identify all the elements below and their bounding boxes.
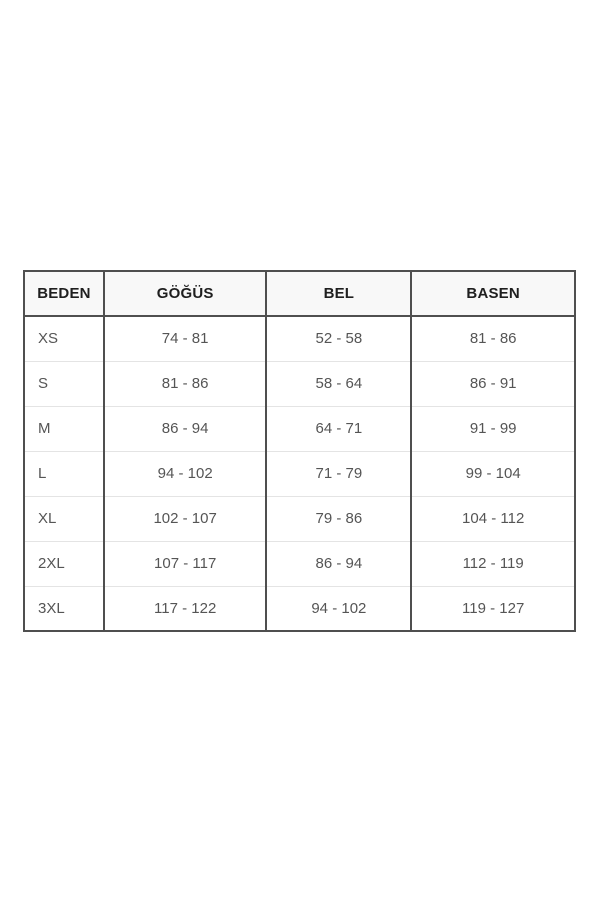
cell-waist: 71 - 79 (265, 450, 412, 496)
cell-waist: 64 - 71 (265, 405, 412, 451)
cell-hips: 112 - 119 (410, 540, 575, 586)
cell-chest: 107 - 117 (102, 540, 267, 586)
cell-hips: 104 - 112 (410, 495, 575, 541)
cell-hips: 81 - 86 (410, 316, 575, 361)
cell-size: 3XL (24, 585, 104, 631)
size-chart-body: XS 74 - 81 52 - 58 81 - 86 S 81 - 86 58 … (24, 316, 575, 631)
cell-chest: 74 - 81 (102, 316, 267, 361)
cell-hips: 86 - 91 (410, 360, 575, 406)
cell-hips: 99 - 104 (410, 450, 575, 496)
column-header-basen: BASEN (410, 271, 575, 317)
cell-waist: 58 - 64 (265, 360, 412, 406)
cell-size: L (24, 450, 104, 496)
size-chart-wrapper: BEDEN GÖĞÜS BEL BASEN XS 74 - 81 52 - 58… (23, 270, 576, 632)
cell-chest: 86 - 94 (102, 405, 267, 451)
column-header-bel: BEL (265, 271, 412, 317)
table-row-xs: XS 74 - 81 52 - 58 81 - 86 (24, 316, 575, 361)
cell-hips: 119 - 127 (410, 585, 575, 631)
header-row: BEDEN GÖĞÜS BEL BASEN (24, 271, 575, 317)
table-row-2xl: 2XL 107 - 117 86 - 94 112 - 119 (24, 540, 575, 586)
cell-waist: 86 - 94 (265, 540, 412, 586)
cell-hips: 91 - 99 (410, 405, 575, 451)
cell-size: XL (24, 495, 104, 541)
cell-waist: 52 - 58 (265, 316, 412, 361)
column-header-gogus: GÖĞÜS (102, 271, 267, 317)
table-row-s: S 81 - 86 58 - 64 86 - 91 (24, 360, 575, 406)
cell-chest: 117 - 122 (102, 585, 267, 631)
column-header-beden: BEDEN (24, 271, 104, 317)
cell-chest: 94 - 102 (102, 450, 267, 496)
cell-size: S (24, 360, 104, 406)
cell-waist: 79 - 86 (265, 495, 412, 541)
cell-waist: 94 - 102 (265, 585, 412, 631)
table-row-3xl: 3XL 117 - 122 94 - 102 119 - 127 (24, 585, 575, 631)
table-row-l: L 94 - 102 71 - 79 99 - 104 (24, 450, 575, 496)
cell-size: 2XL (24, 540, 104, 586)
cell-size: XS (38, 330, 59, 348)
cell-chest: 81 - 86 (102, 360, 267, 406)
cell-chest: 102 - 107 (102, 495, 267, 541)
table-row-xl: XL 102 - 107 79 - 86 104 - 112 (24, 495, 575, 541)
table-row-m: M 86 - 94 64 - 71 91 - 99 (24, 405, 575, 451)
size-chart-table: BEDEN GÖĞÜS BEL BASEN XS 74 - 81 52 - 58… (23, 270, 576, 632)
size-chart-header: BEDEN GÖĞÜS BEL BASEN (24, 271, 575, 317)
cell-size: M (24, 405, 104, 451)
